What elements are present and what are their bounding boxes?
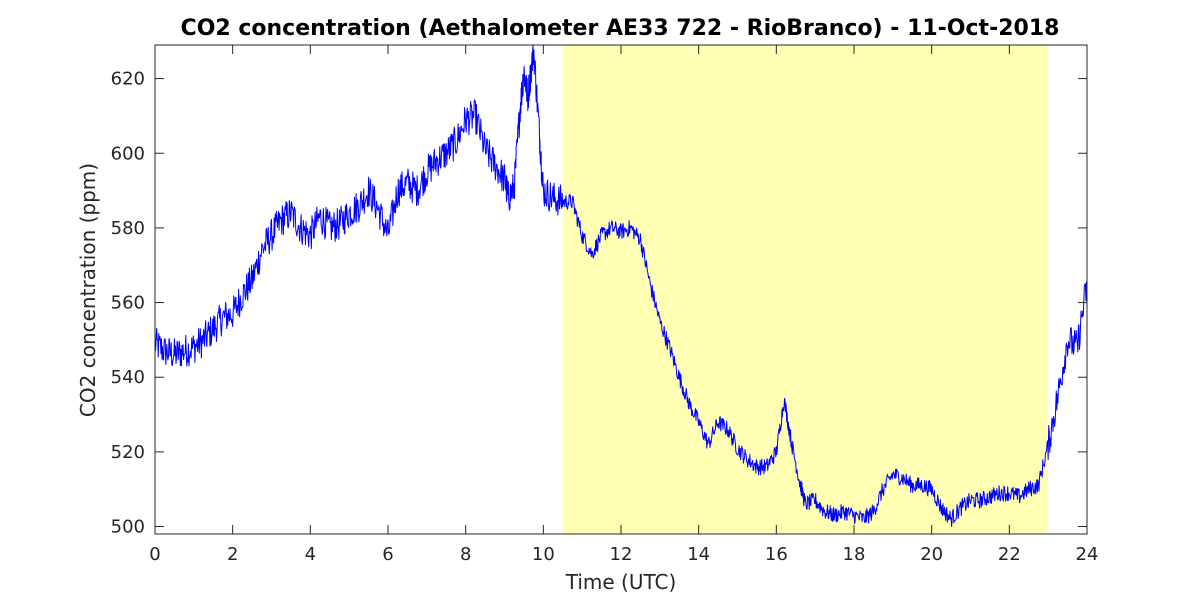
series-line <box>154 44 1088 527</box>
series-group <box>154 44 1088 527</box>
x-tick-label: 6 <box>382 544 393 565</box>
y-tick-label: 540 <box>111 367 145 388</box>
x-tick-label: 0 <box>149 544 160 565</box>
y-tick-label: 600 <box>111 143 145 164</box>
x-tick-label: 24 <box>1076 544 1099 565</box>
x-tick-label: 12 <box>610 544 633 565</box>
x-tick-label: 20 <box>920 544 943 565</box>
x-tick-label: 16 <box>765 544 788 565</box>
x-axis-ticks: 0 2 4 6 8 10 12 14 16 18 20 22 24 <box>149 45 1098 565</box>
x-tick-label: 10 <box>532 544 555 565</box>
y-axis-label: CO2 concentration (ppm) <box>76 163 100 417</box>
chart-title: CO2 concentration (Aethalometer AE33 722… <box>181 16 1060 41</box>
x-tick-label: 18 <box>843 544 866 565</box>
x-tick-label: 8 <box>460 544 471 565</box>
y-tick-label: 520 <box>111 442 145 463</box>
x-axis-label: Time (UTC) <box>565 570 677 594</box>
x-tick-label: 22 <box>998 544 1021 565</box>
y-tick-label: 580 <box>111 218 145 239</box>
x-tick-label: 14 <box>687 544 710 565</box>
y-tick-label: 500 <box>111 517 145 538</box>
shaded-time-region <box>562 45 1049 534</box>
x-tick-label: 4 <box>305 544 316 565</box>
x-tick-label: 2 <box>227 544 238 565</box>
y-tick-label: 620 <box>111 69 145 90</box>
y-axis-ticks: 500 520 540 560 580 600 620 <box>111 69 1087 538</box>
y-tick-label: 560 <box>111 293 145 314</box>
